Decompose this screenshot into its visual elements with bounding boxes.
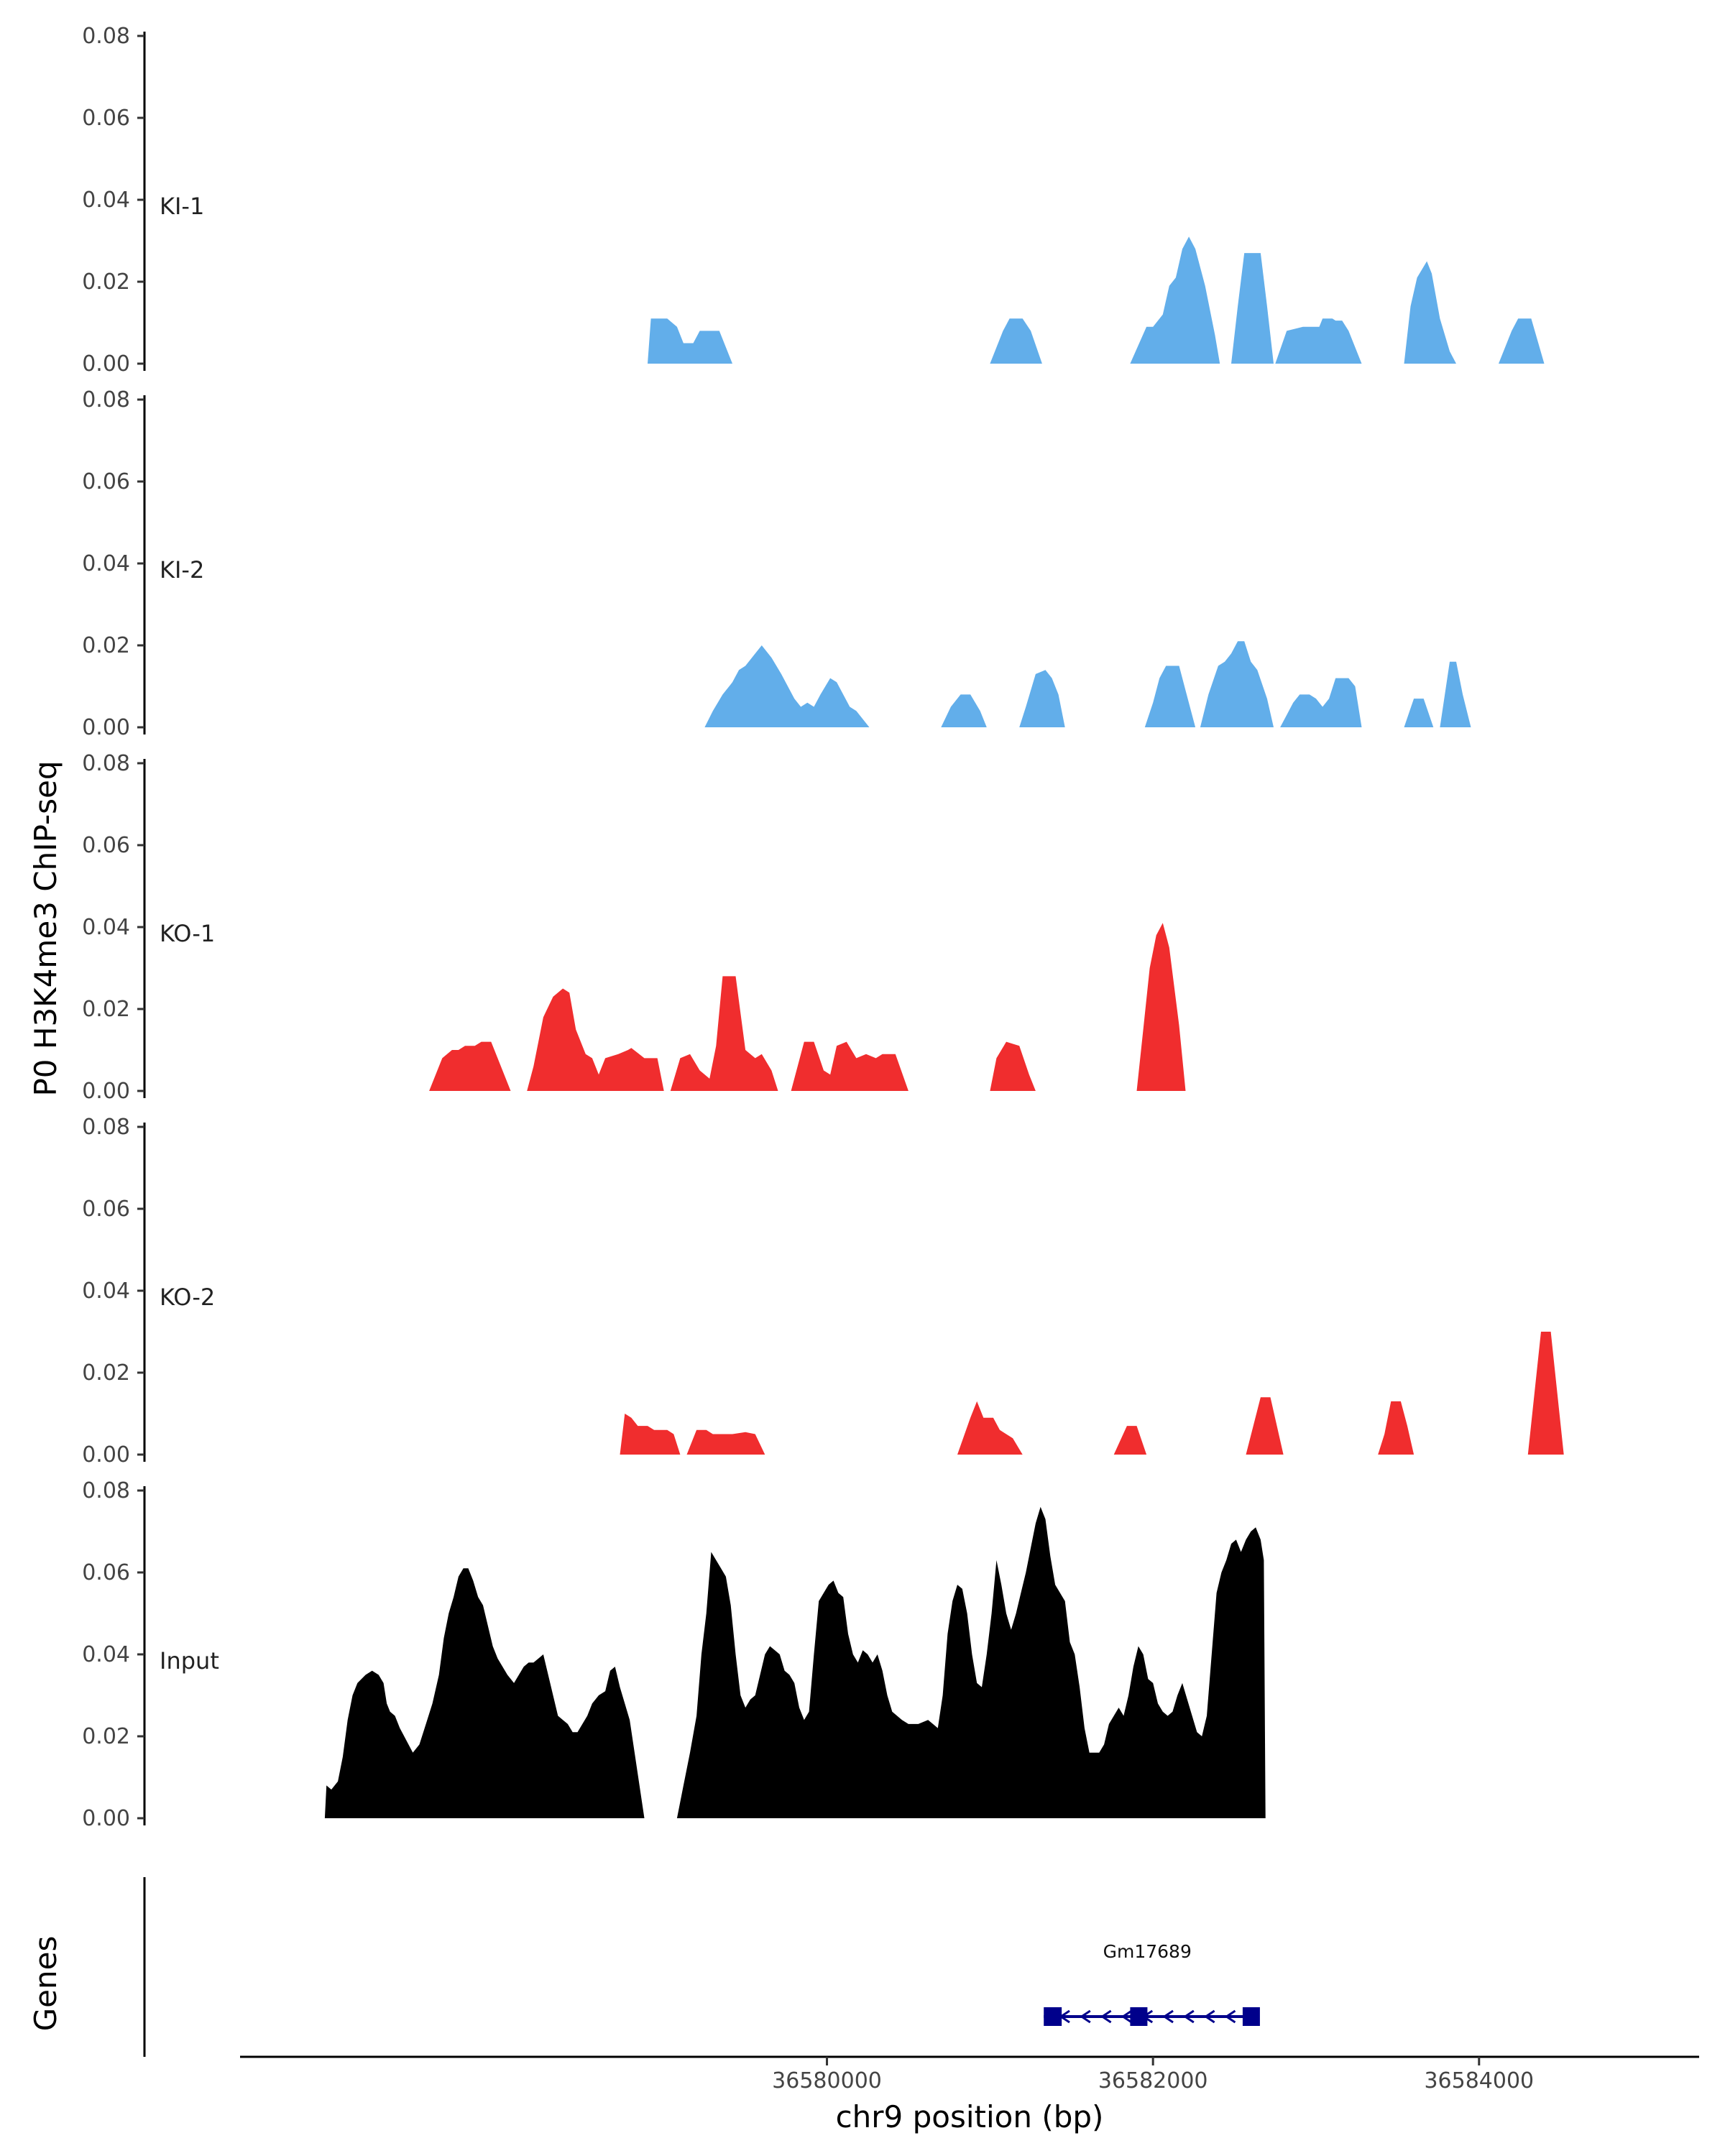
- y-tick-label: 0.04: [82, 915, 130, 940]
- y-tick-label: 0.08: [82, 24, 130, 49]
- x-tick-label: 36580000: [772, 2068, 882, 2093]
- coverage-area: [1280, 678, 1362, 727]
- coverage-area: [1136, 923, 1186, 1091]
- coverage-area: [957, 1401, 1023, 1455]
- y-tick-label: 0.08: [82, 387, 130, 413]
- coverage-area: [429, 1041, 511, 1091]
- y-tick-label: 0.04: [82, 1279, 130, 1304]
- coverage-area: [1231, 253, 1274, 364]
- y-tick-label: 0.00: [82, 1442, 130, 1468]
- y-tick-label: 0.00: [82, 1806, 130, 1831]
- coverage-area: [990, 318, 1042, 364]
- track-label: KO-2: [160, 1284, 215, 1311]
- y-tick-label: 0.02: [82, 1360, 130, 1386]
- x-axis-title: chr9 position (bp): [836, 2099, 1104, 2134]
- track-ki-2: 0.00 0.02 0.04 0.06 0.08 KI-2: [82, 387, 1471, 740]
- coverage-area: [686, 1429, 765, 1455]
- y-tick-label: 0.06: [82, 106, 130, 131]
- gene-gm17689: Gm17689: [1044, 1941, 1260, 2026]
- strand-arrow: [1080, 2009, 1091, 2024]
- gene-exon: [1130, 2007, 1148, 2026]
- y-axis-title: P0 H3K4me3 ChIP-seq: [28, 760, 63, 1096]
- track-label: KO-1: [160, 920, 215, 947]
- y-tick-label: 0.06: [82, 833, 130, 858]
- coverage-area: [1200, 641, 1274, 727]
- strand-arrow: [1162, 2009, 1174, 2024]
- strand-arrow: [1183, 2009, 1195, 2024]
- coverage-area: [1019, 670, 1065, 727]
- y-tick-label: 0.06: [82, 469, 130, 494]
- y-tick-label: 0.08: [82, 1115, 130, 1140]
- coverage-area: [1378, 1401, 1414, 1455]
- gene-exon: [1242, 2007, 1260, 2026]
- coverage-area: [1246, 1397, 1284, 1455]
- track-ki-1: 0.00 0.02 0.04 0.06 0.08 KI-1: [82, 24, 1545, 377]
- gene-name-label: Gm17689: [1103, 1941, 1192, 1962]
- strand-arrow: [1100, 2009, 1112, 2024]
- y-tick-label: 0.08: [82, 1478, 130, 1503]
- track-ko-1: 0.00 0.02 0.04 0.06 0.08 KO-1: [82, 751, 1186, 1104]
- x-tick-label: 36582000: [1098, 2068, 1208, 2093]
- coverage-area: [1440, 661, 1471, 727]
- track-label: Input: [160, 1647, 219, 1674]
- track-ko-2: 0.00 0.02 0.04 0.06 0.08 KO-2: [82, 1115, 1564, 1468]
- track-label: KI-2: [160, 556, 204, 584]
- strand-arrow: [1121, 2009, 1133, 2024]
- x-axis-ticks: 36580000 36582000 36584000: [772, 2057, 1534, 2093]
- y-tick-label: 0.06: [82, 1560, 130, 1585]
- y-tick-label: 0.04: [82, 188, 130, 213]
- y-tick-label: 0.04: [82, 551, 130, 576]
- coverage-area: [620, 1414, 681, 1455]
- y-tick-label: 0.04: [82, 1642, 130, 1667]
- coverage-area: [1527, 1332, 1564, 1455]
- y-tick-label: 0.02: [82, 270, 130, 295]
- y-tick-label: 0.08: [82, 751, 130, 776]
- coverage-area: [704, 645, 870, 727]
- y-tick-label: 0.02: [82, 997, 130, 1022]
- coverage-area: [1144, 665, 1196, 727]
- track-input: 0.00 0.02 0.04 0.06 0.08 Input: [82, 1478, 1266, 1831]
- track-panels: 0.00 0.02 0.04 0.06 0.08 KI-1 0.00 0.02 0.04 0.06…: [82, 24, 1564, 1831]
- y-tick-label: 0.00: [82, 351, 130, 377]
- coverage-area: [676, 1506, 1266, 1818]
- y-tick-label: 0.02: [82, 633, 130, 658]
- y-tick-label: 0.00: [82, 715, 130, 740]
- genes-axis-title: Genes: [28, 1936, 63, 2032]
- strand-arrow: [1203, 2009, 1215, 2024]
- coverage-area: [670, 976, 778, 1091]
- coverage-area: [1499, 318, 1545, 364]
- coverage-area: [527, 988, 664, 1091]
- y-tick-label: 0.06: [82, 1197, 130, 1222]
- coverage-area: [990, 1041, 1036, 1091]
- coverage-area: [648, 318, 732, 364]
- strand-arrow: [1224, 2009, 1236, 2024]
- coverage-area: [1404, 261, 1456, 364]
- coverage-area: [791, 1041, 908, 1091]
- coverage-area: [1113, 1426, 1147, 1455]
- genes-panel: Gm17689: [1044, 1941, 1260, 2026]
- coverage-area: [1130, 236, 1220, 364]
- gene-exon: [1044, 2007, 1062, 2026]
- y-tick-label: 0.00: [82, 1079, 130, 1104]
- x-tick-label: 36584000: [1424, 2068, 1534, 2093]
- y-tick-label: 0.02: [82, 1724, 130, 1749]
- track-label: KI-1: [160, 193, 204, 220]
- coverage-area: [1404, 699, 1434, 727]
- coverage-area: [941, 694, 987, 727]
- coverage-area: [324, 1568, 645, 1818]
- coverage-area: [1275, 318, 1362, 364]
